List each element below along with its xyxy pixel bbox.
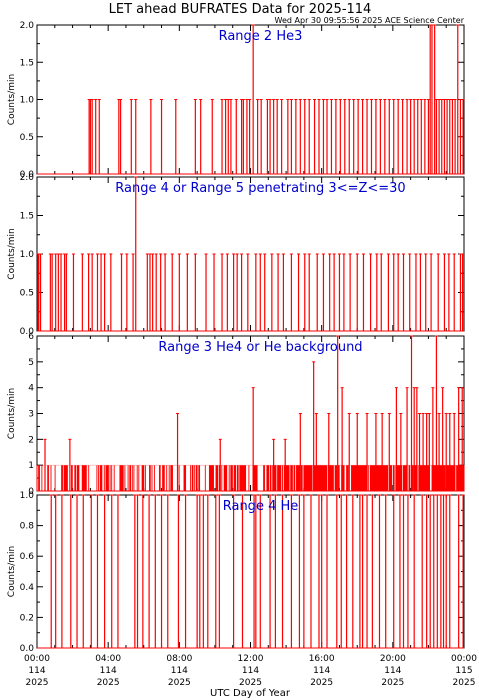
- x-tick-year: 2025: [381, 678, 404, 688]
- y-tick-label: 1.0: [20, 96, 35, 106]
- y-tick-label: 3: [28, 410, 34, 420]
- panel-title: Range 4 or Range 5 penetrating 3<=Z<=30: [115, 181, 405, 196]
- y-tick-label: 0.0: [20, 170, 35, 180]
- x-tick-year: 2025: [453, 678, 476, 688]
- y-tick-label: 4: [28, 384, 34, 394]
- y-tick-label: 1.0: [20, 250, 35, 260]
- x-tick-year: 2025: [26, 678, 49, 688]
- x-tick-time: 20:00: [380, 654, 406, 664]
- y-tick-label: 1.5: [20, 58, 34, 68]
- panel-4: 0.0 0.2 0.4 0.6 0.8 1.0 Counts/min Range 4 He: [7, 491, 465, 654]
- y-tick-label: 1.5: [20, 212, 34, 222]
- y-tick-label: 0.4: [20, 583, 35, 593]
- y-tick-label: 2: [28, 435, 34, 445]
- x-tick-year: 2025: [97, 678, 120, 688]
- y-tick-label: 2.0: [20, 173, 35, 183]
- y-axis-label: Counts/min: [7, 74, 17, 125]
- x-tick-year: 2025: [168, 678, 191, 688]
- x-tick-time: 00:00: [24, 654, 50, 664]
- panel-3: 0 1 2 3 4 5 6 Counts/min Range 3 He4 or He backg…: [7, 332, 465, 497]
- panel-title: Range 4 He: [223, 499, 299, 514]
- y-tick-label: 0: [28, 487, 34, 497]
- y-tick-label: 0.0: [20, 644, 35, 654]
- x-tick-year: 2025: [310, 678, 333, 688]
- x-tick-time: 12:00: [238, 654, 264, 664]
- y-tick-label: 1: [28, 461, 34, 471]
- y-tick-label: 0.8: [20, 522, 35, 532]
- y-tick-label: 0.5: [20, 133, 34, 143]
- x-tick-time: 04:00: [95, 654, 121, 664]
- x-tick-time: 00:00: [451, 654, 477, 664]
- y-tick-label: 0.0: [20, 327, 35, 337]
- panel-title: Range 3 He4 or He background: [158, 340, 362, 355]
- y-axis-label: Counts/min: [7, 388, 17, 439]
- x-tick-doy: 114: [242, 666, 259, 676]
- chart-title: LET ahead BUFRATES Data for 2025-114: [109, 2, 372, 17]
- y-tick-label: 6: [28, 332, 34, 342]
- y-tick-label: 1.0: [20, 491, 35, 501]
- timestamp-label: Wed Apr 30 09:55:56 2025 ACE Science Cen…: [275, 16, 465, 25]
- x-tick-doy: 114: [100, 666, 117, 676]
- x-tick-doy: 114: [313, 666, 330, 676]
- x-tick-doy: 115: [455, 666, 472, 676]
- panel-1: 0.0 0.5 1.0 1.5 2.0 Counts/min Range 2 He3: [7, 21, 465, 180]
- x-tick-year: 2025: [239, 678, 262, 688]
- x-tick-doy: 114: [384, 666, 401, 676]
- panel-title: Range 2 He3: [219, 29, 303, 44]
- y-tick-label: 0.2: [20, 613, 34, 623]
- x-tick-time: 16:00: [309, 654, 335, 664]
- y-axis-label: Counts/min: [7, 546, 17, 597]
- panel-2: 0.0 0.5 1.0 1.5 2.0 Counts/min Range 4 or Rang…: [7, 173, 465, 337]
- x-tick-doy: 114: [28, 666, 45, 676]
- x-tick-doy: 114: [171, 666, 188, 676]
- y-tick-label: 0.5: [20, 289, 34, 299]
- x-axis-label: UTC Day of Year: [210, 688, 291, 699]
- y-tick-label: 5: [28, 358, 34, 368]
- y-tick-label: 0.6: [20, 552, 35, 562]
- x-tick-time: 08:00: [166, 654, 192, 664]
- y-tick-label: 2.0: [20, 21, 35, 31]
- y-axis-label: Counts/min: [7, 228, 17, 279]
